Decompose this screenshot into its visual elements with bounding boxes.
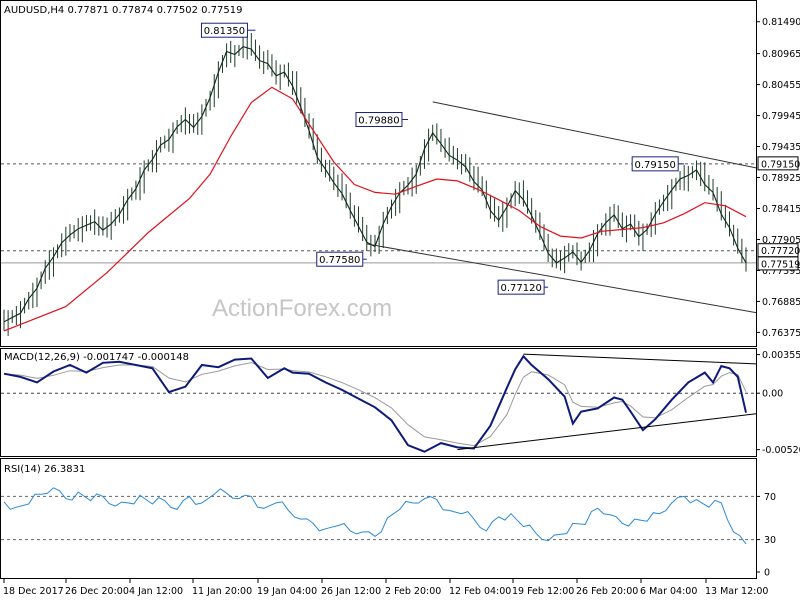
svg-text:MACD(12,26,9) -0.001747 -0.000: MACD(12,26,9) -0.001747 -0.000148: [4, 352, 189, 363]
svg-text:AUDUSD,H4 0.77871 0.77874 0.77: AUDUSD,H4 0.77871 0.77874 0.77502 0.7751…: [4, 5, 242, 16]
price-panel: [0, 0, 757, 347]
date-label: 4 Jan 12:00: [129, 586, 183, 597]
close-value: 0.77519: [201, 5, 242, 16]
current-price-label: 0.77519: [761, 259, 800, 270]
rsi-axis-label: 30: [764, 535, 776, 546]
annotation-label: 0.77120: [500, 283, 541, 294]
open-value: 0.77871: [67, 5, 108, 16]
date-label: 26 Feb 20:00: [576, 586, 638, 597]
annotation-4: 0.77120: [497, 279, 549, 295]
macd-trend-line-1: [457, 413, 757, 451]
annotation-1: 0.79880: [355, 112, 408, 128]
rsi-layer: [1, 487, 756, 545]
moving-average-line: [3, 86, 747, 332]
macd-axis-label: 0.003559: [762, 350, 800, 361]
date-label: 26 Dec 20:00: [65, 586, 129, 597]
channel-upper-line: [432, 101, 757, 169]
price-axis-label: 0.78925: [762, 173, 800, 184]
date-label: 19 Jan 04:00: [257, 586, 317, 597]
price-axis-label: 0.77905: [762, 235, 800, 246]
high-value: 0.77874: [112, 5, 153, 16]
price-axis-label: 0.78415: [762, 204, 800, 215]
macd-signal-line: [3, 362, 747, 447]
date-label: 18 Dec 2017: [3, 586, 64, 597]
annotation-0: 0.81350: [200, 22, 256, 38]
price-header: AUDUSD,H4 0.77871 0.77874 0.77502 0.7751…: [4, 5, 242, 16]
channel-lower-line: [366, 243, 757, 314]
macd-trend-line-0: [523, 353, 757, 365]
macd-layer: [1, 353, 757, 453]
annotation-3: 0.77580: [316, 251, 367, 267]
annotation-label: 0.81350: [204, 26, 245, 37]
level-tag-box: [757, 156, 799, 171]
date-label: 6 Mar 04:00: [640, 586, 697, 597]
date-label: 11 Jan 20:00: [192, 586, 252, 597]
price-layer: 0.81350 0.79880 0.79150 0.77580 0.77120: [1, 22, 757, 336]
price-axis-label: 0.79435: [762, 142, 800, 153]
rsi-line: [3, 487, 747, 545]
date-label: 19 Feb 12:00: [512, 586, 574, 597]
annotation-box: [497, 279, 545, 295]
macd-value-2: -0.000148: [138, 352, 189, 363]
annotation-label: 0.77580: [319, 255, 360, 266]
date-label: 13 Mar 12:00: [705, 586, 768, 597]
price-axis-label: 0.77395: [762, 266, 800, 277]
level-tag-label: 0.79150: [761, 159, 800, 170]
price-axis-label: 0.79945: [762, 111, 800, 122]
date-label: 26 Jan 12:00: [321, 586, 381, 597]
current-price-box: [757, 256, 799, 271]
rsi-name: RSI(14): [4, 464, 41, 475]
annotation-2: 0.79150: [631, 156, 685, 172]
price-close-line: [3, 45, 747, 323]
annotation-label: 0.79880: [358, 116, 399, 127]
rsi-value: 26.3831: [44, 464, 85, 475]
low-value: 0.77502: [157, 5, 198, 16]
price-axis-label: 0.80455: [762, 80, 800, 91]
price-axis-label: 0.80965: [762, 49, 800, 60]
rsi-header: RSI(14) 26.3831: [4, 464, 85, 475]
macd-axis-label: 0.00: [762, 389, 783, 400]
date-label: 2 Feb 20:00: [385, 586, 441, 597]
rsi-axis-label: 0: [764, 568, 770, 579]
macd-header: MACD(12,26,9) -0.001747 -0.000148: [4, 352, 189, 363]
macd-panel: [0, 348, 757, 457]
rsi-panel: [0, 458, 757, 579]
symbol: AUDUSD,H4: [4, 5, 64, 16]
macd-name: MACD(12,26,9): [4, 352, 80, 363]
price-axis-label: 0.81490: [762, 17, 800, 28]
price-axis-label: 0.76885: [762, 297, 800, 308]
annotation-label: 0.79150: [634, 160, 675, 171]
axis-layer: 0.81490 0.80965 0.80455 0.79945 0.79435 0.789…: [3, 17, 800, 597]
date-label: 12 Feb 04:00: [449, 586, 511, 597]
rsi-axis-label: 70: [764, 492, 776, 503]
watermark: ActionForex.com: [212, 295, 392, 322]
macd-axis-label: -0.005207: [762, 445, 800, 456]
macd-value-1: -0.001747: [83, 352, 134, 363]
svg-text:RSI(14) 26.3831: RSI(14) 26.3831: [4, 464, 85, 475]
level-tag-label: 0.77720: [761, 246, 800, 257]
price-axis-label: 0.76375: [762, 328, 800, 339]
